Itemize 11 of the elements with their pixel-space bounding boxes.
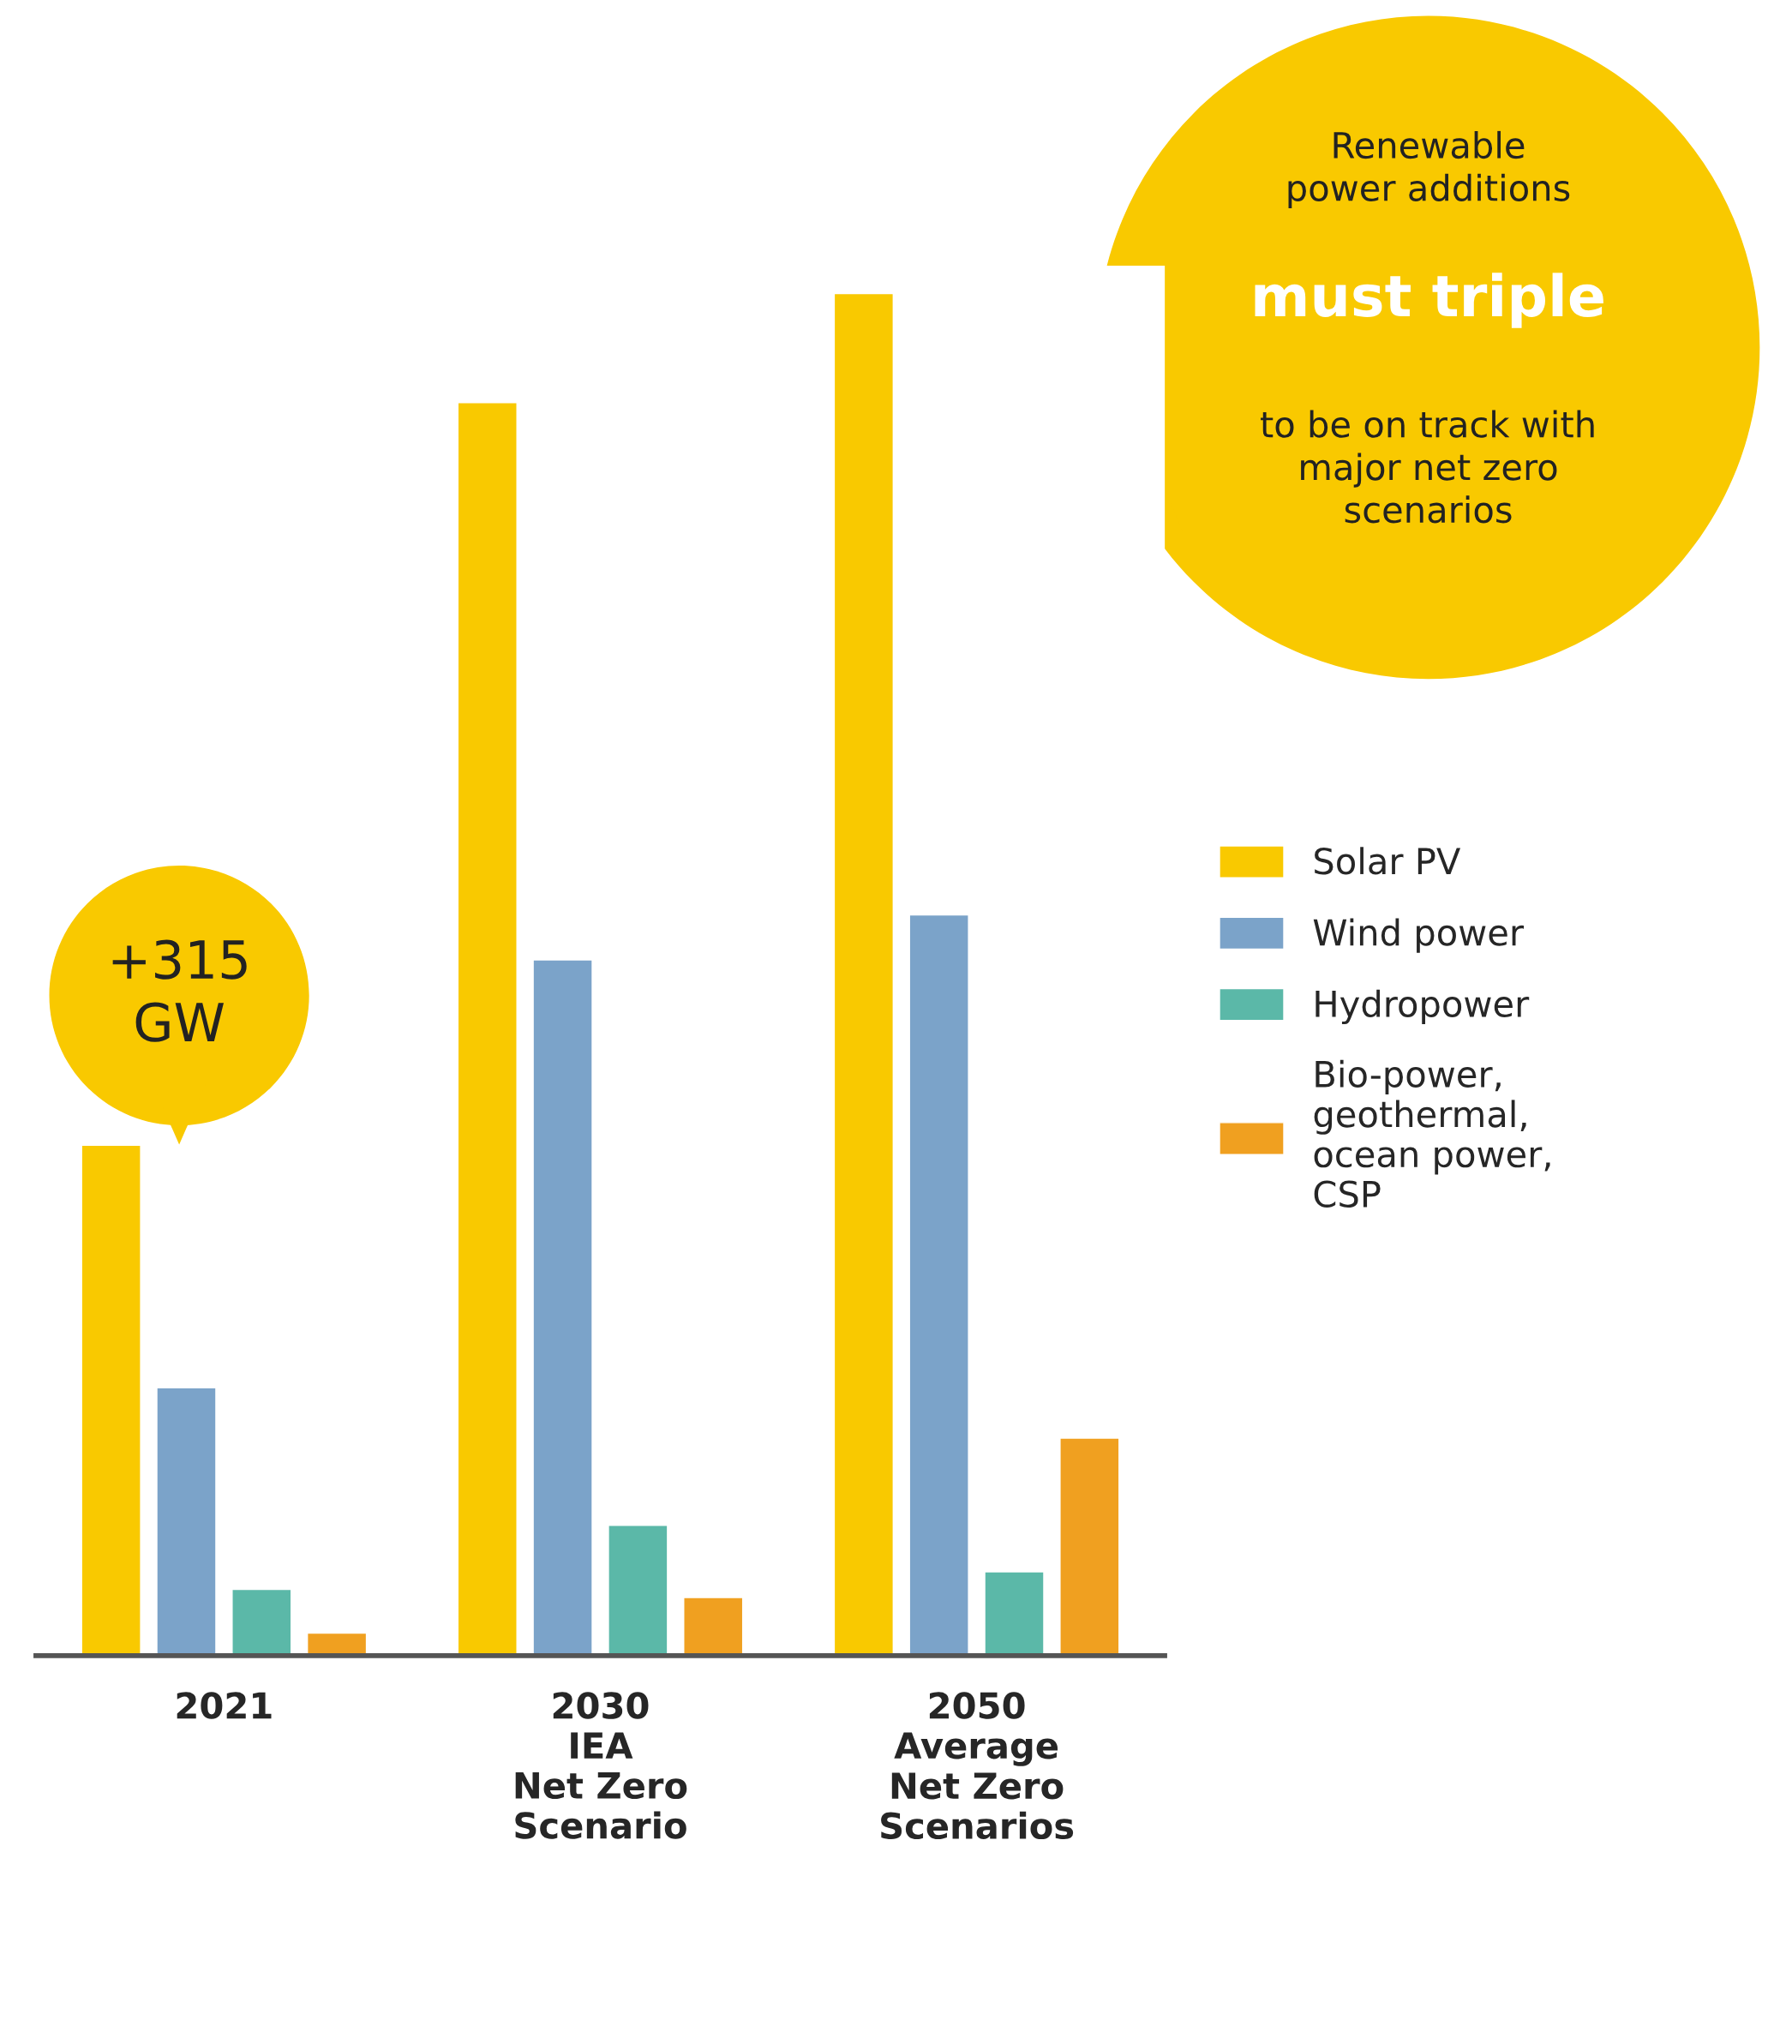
text: to be on track with major net zero scenarios — [1261, 410, 1594, 524]
x-tick-label: 2050 Average Net Zero Scenarios — [881, 1692, 1074, 1840]
legend-label: Hydropower — [1316, 989, 1530, 1025]
legend-label: Solar PV — [1315, 847, 1461, 875]
text: Renewable power additions — [1288, 130, 1570, 209]
legend-label: Bio-power, geothermal, ocean power, CSP — [1314, 1059, 1550, 1208]
text: must triple — [1255, 273, 1603, 328]
x-tick-label: 2021 — [177, 1692, 272, 1719]
legend-label: Wind power — [1313, 918, 1525, 953]
annotation: +315 GW — [112, 939, 247, 1042]
x-tick-label: 2030 IEA Net Zero Scenario — [515, 1692, 687, 1839]
